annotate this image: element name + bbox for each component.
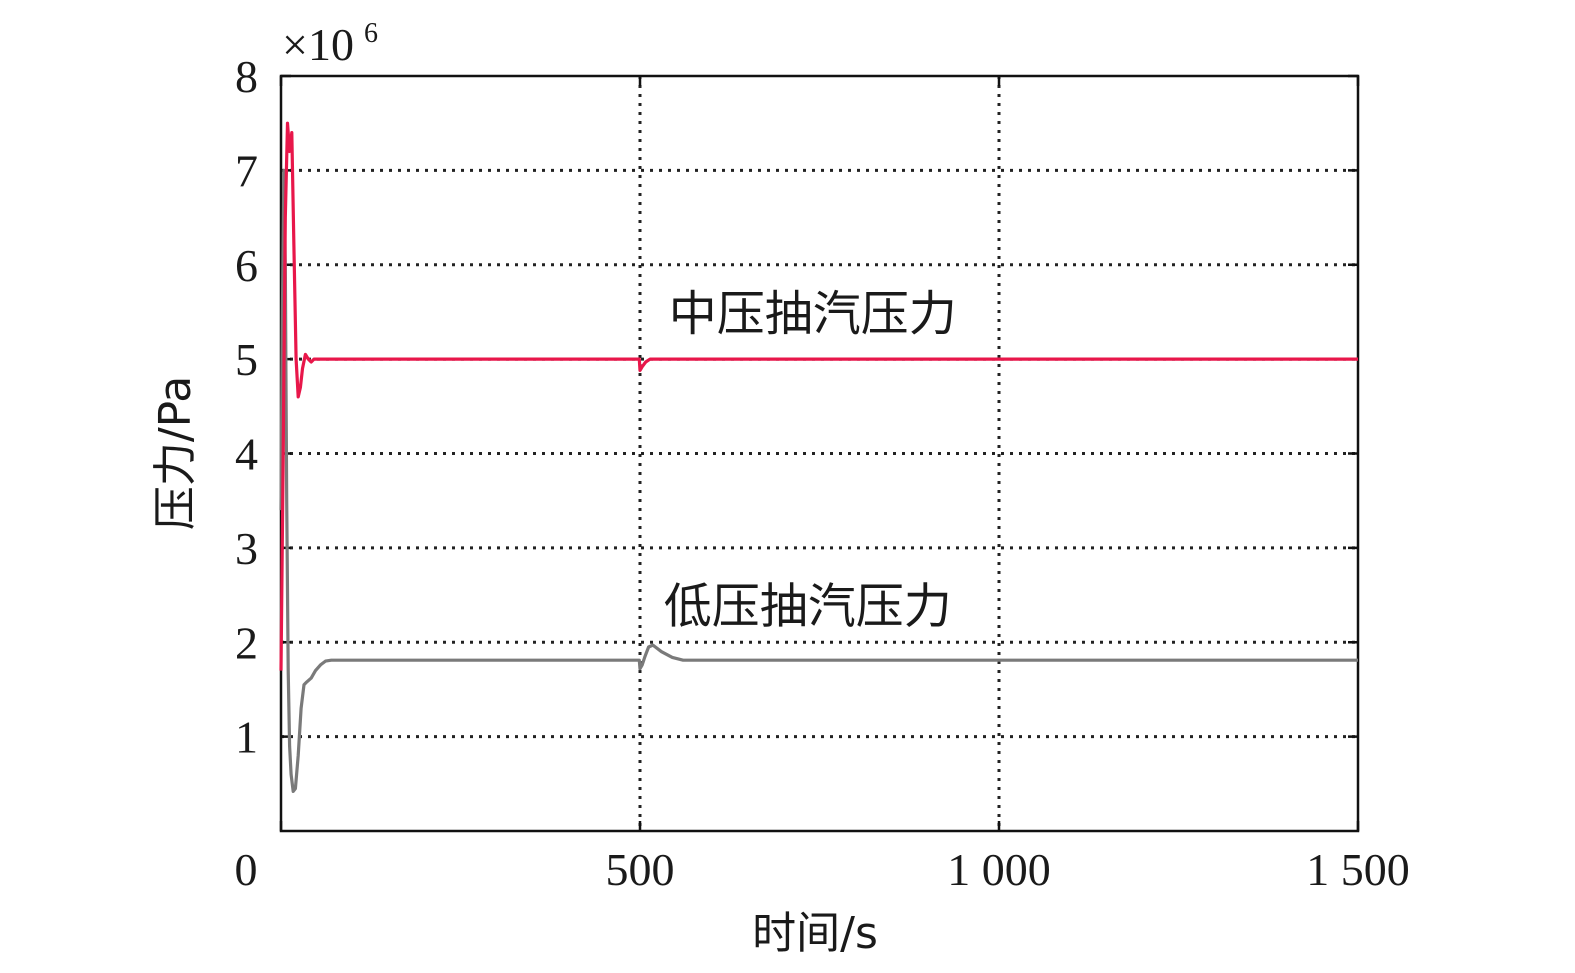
- y-tick-label: 7: [235, 145, 258, 196]
- y-tick-label: 2: [235, 617, 258, 668]
- grid-lines: [281, 76, 1358, 831]
- x-tick-labels: 0 500 1 000 1 500: [235, 844, 1410, 895]
- y-tick-labels: 1 2 3 4 5 6 7 8: [235, 51, 258, 763]
- y-tick-label: 1: [235, 712, 258, 763]
- x-tick-label: 1 500: [1306, 844, 1410, 895]
- x-tick-label: 1 000: [947, 844, 1051, 895]
- series-line: [279, 168, 1358, 794]
- x-tick-label: 0: [235, 844, 258, 895]
- series-annotation: 中压抽汽压力: [669, 286, 957, 342]
- inner-tick-marks: [279, 74, 1360, 831]
- y-tick-label: 8: [235, 51, 258, 102]
- y-tick-label: 6: [235, 240, 258, 291]
- y-tick-label: 4: [235, 429, 258, 480]
- series-annotation: 低压抽汽压力: [664, 579, 952, 635]
- y-axis-title: 压力/Pa: [150, 376, 201, 530]
- x-axis-title: 时间/s: [752, 908, 878, 959]
- series-line: [279, 121, 1358, 671]
- y-multiplier-exponent: 6: [364, 18, 378, 49]
- y-multiplier-base: ×10: [282, 19, 354, 70]
- y-tick-label: 5: [235, 334, 258, 385]
- plot-frame: [279, 74, 1360, 833]
- y-axis-multiplier: ×10 6: [282, 18, 378, 70]
- y-tick-label: 3: [235, 523, 258, 574]
- x-tick-label: 500: [606, 844, 675, 895]
- series-lines: [279, 121, 1358, 794]
